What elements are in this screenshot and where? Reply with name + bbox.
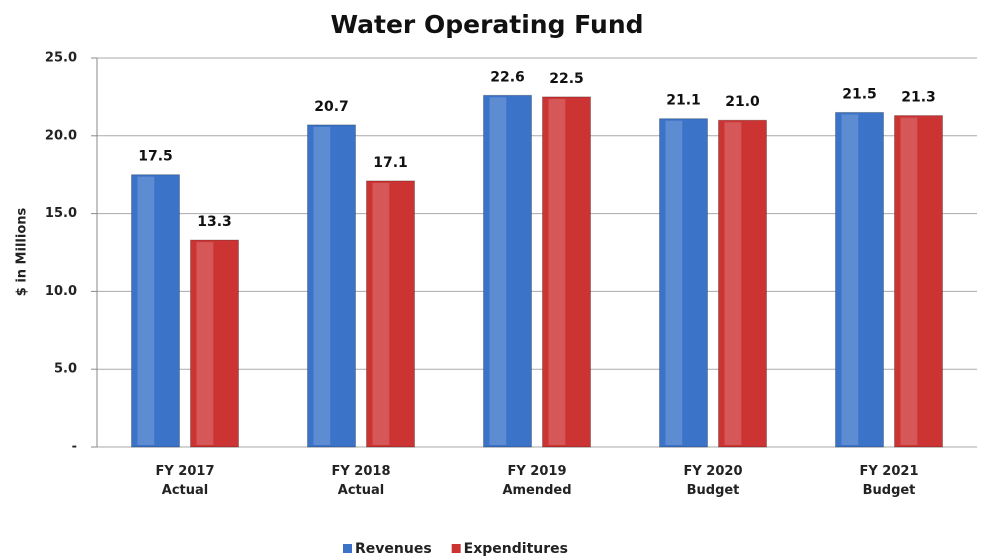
bar	[483, 94, 532, 448]
legend-swatch	[451, 544, 461, 553]
data-label: 13.3	[197, 214, 232, 230]
data-label: 21.1	[666, 93, 701, 109]
data-label: 21.5	[842, 86, 877, 102]
data-label: 21.3	[901, 90, 936, 106]
y-tick-label: -	[72, 440, 77, 455]
y-axis-label: $ in Millions	[15, 207, 30, 296]
x-tick-label: FY 2021 Budget	[859, 464, 919, 498]
bar-shine	[372, 182, 390, 445]
bar-shine	[489, 97, 507, 446]
bar-shine	[548, 98, 566, 446]
data-label: 17.5	[138, 149, 173, 165]
bar	[131, 174, 180, 448]
bar-shine	[724, 122, 742, 446]
data-label: 17.1	[373, 155, 408, 171]
legend-label: Revenues	[355, 541, 432, 557]
bar-shine	[841, 114, 859, 446]
bar-shine	[665, 120, 683, 446]
bar	[542, 96, 591, 448]
bar	[718, 119, 767, 448]
bar	[835, 111, 884, 448]
data-label: 22.6	[490, 69, 525, 85]
x-tick-label: FY 2020 Budget	[683, 464, 743, 498]
bar	[307, 124, 356, 448]
y-tick-label: 15.0	[45, 206, 77, 221]
bar-shine	[313, 126, 331, 446]
chart-title: Water Operating Fund	[330, 10, 643, 39]
bar	[190, 239, 239, 448]
data-label: 20.7	[314, 99, 349, 115]
bar-shine	[196, 242, 214, 445]
y-tick-label: 10.0	[45, 284, 77, 299]
x-tick-label: FY 2017 Actual	[155, 464, 215, 498]
x-tick-label: FY 2018 Actual	[331, 464, 391, 498]
bar	[659, 118, 708, 448]
bar-shine	[900, 117, 918, 446]
legend-swatch	[343, 544, 352, 553]
data-label: 22.5	[549, 71, 584, 87]
legend-label: Expenditures	[464, 541, 568, 557]
data-label: 21.0	[725, 94, 760, 110]
bar	[366, 180, 415, 448]
y-tick-label: 25.0	[45, 51, 77, 66]
bar-shine	[137, 176, 155, 445]
x-tick-label: FY 2019 Amended	[502, 464, 572, 498]
y-tick-label: 5.0	[54, 362, 77, 377]
bar	[894, 115, 943, 448]
y-tick-label: 20.0	[45, 128, 77, 143]
